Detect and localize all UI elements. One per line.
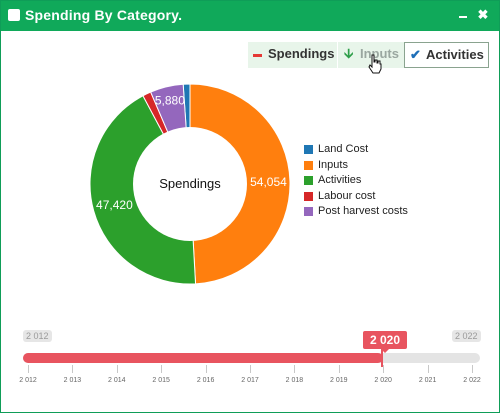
- tick-mark: [28, 365, 29, 373]
- minimize-button[interactable]: [455, 6, 471, 24]
- legend-label: Labour cost: [318, 189, 376, 202]
- hand-pointer-icon: [368, 54, 382, 74]
- year-ticks: 2 012 2 013 2 014 2 015 2 016 2 017 2 018 2 019…: [1, 365, 501, 395]
- tick-label: 2 022: [463, 377, 481, 384]
- window-icon: [8, 9, 20, 21]
- legend-swatch: [304, 207, 313, 216]
- donut-value-label: 54,054: [250, 175, 287, 189]
- inputs-chip[interactable]: 🡫 Inputs: [338, 42, 404, 68]
- legend-item[interactable]: Activities: [304, 173, 408, 189]
- legend-item[interactable]: Post harvest costs: [304, 204, 408, 220]
- slider-min-label: 2 012: [23, 330, 52, 342]
- tick-mark: [205, 365, 207, 373]
- inputs-chip-label: Inputs: [360, 46, 399, 61]
- tick-mark: [294, 365, 296, 373]
- legend-swatch: [304, 160, 313, 170]
- spendings-chip[interactable]: Spendings: [248, 42, 337, 68]
- tick-mark: [250, 365, 251, 373]
- donut-value-label: 47,420: [96, 198, 133, 212]
- tick-mark: [383, 365, 385, 373]
- chart-legend: Land Cost Inputs Activities Labour cost Post…: [304, 142, 408, 220]
- legend-label: Land Cost: [318, 143, 369, 155]
- tick-mark: [116, 365, 118, 373]
- slider-current-label: 2 020: [363, 331, 407, 353]
- legend-swatch: [304, 145, 313, 154]
- tick-mark: [472, 365, 473, 373]
- tick-mark: [72, 365, 74, 373]
- legend-label: Post harvest costs: [318, 205, 408, 217]
- tick-label: 2 015: [152, 377, 170, 384]
- year-slider-handle[interactable]: [381, 349, 384, 367]
- legend-label: Inputs: [318, 158, 348, 171]
- legend-label: Activities: [318, 174, 362, 186]
- tick-label: 2 014: [108, 377, 126, 384]
- year-slider-fill: [23, 353, 384, 363]
- legend-item[interactable]: Labour cost: [304, 189, 408, 205]
- spending-donut-chart: Spendings 54,054 47,420 5,880: [89, 83, 291, 285]
- activities-chip[interactable]: ✔ Activities: [404, 42, 489, 68]
- activities-chip-label: Activities: [426, 47, 484, 62]
- donut-value-label: 5,880: [155, 93, 185, 107]
- arrow-down-icon: 🡫: [344, 46, 354, 61]
- slider-max-label: 2 022: [452, 330, 481, 342]
- minus-icon: [253, 54, 262, 57]
- check-icon: ✔: [410, 47, 421, 62]
- tick-label: 2 018: [285, 377, 304, 384]
- minimize-icon: [459, 16, 467, 18]
- tick-label: 2 021: [418, 377, 437, 384]
- tick-label: 2 019: [330, 377, 348, 384]
- legend-item[interactable]: Land Cost: [304, 142, 408, 158]
- close-icon: ✖: [477, 7, 489, 22]
- tick-label: 2 013: [63, 377, 82, 384]
- tick-mark: [427, 365, 429, 373]
- tick-label: 2 017: [241, 377, 259, 384]
- close-button[interactable]: ✖: [475, 6, 491, 24]
- window-titlebar[interactable]: Spending By Category. ✖: [1, 1, 499, 31]
- tick-label: 2 020: [374, 377, 392, 384]
- tick-mark: [161, 365, 163, 373]
- tick-mark: [338, 365, 340, 373]
- window-title: Spending By Category.: [25, 7, 183, 23]
- spendings-chip-label: Spendings: [268, 46, 335, 61]
- donut-center-label: Spendings: [159, 176, 221, 191]
- legend-swatch: [304, 176, 313, 185]
- legend-item[interactable]: Inputs: [304, 158, 408, 174]
- tick-label: 2 012: [19, 377, 37, 384]
- tick-label: 2 016: [196, 377, 215, 384]
- legend-swatch: [304, 191, 313, 201]
